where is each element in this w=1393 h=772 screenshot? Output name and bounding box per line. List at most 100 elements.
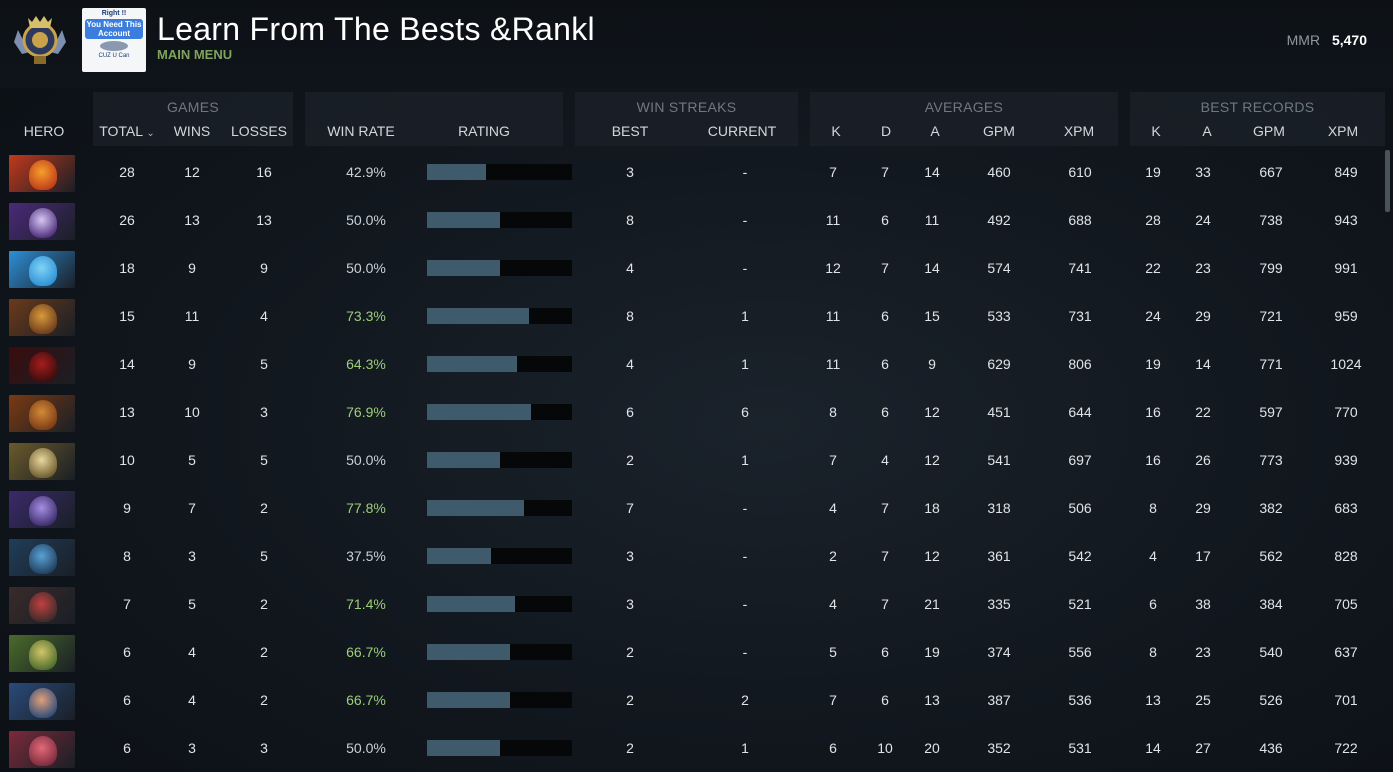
hero-face-icon [29,304,57,334]
col-wins[interactable]: WINS [173,123,211,139]
rating-bar [427,308,572,324]
hero-portrait[interactable] [9,155,75,192]
cell-total: 13 [119,404,135,420]
rating-bar-fill [427,356,517,372]
table-row[interactable]: 28 12 16 42.9% 3 - 7 7 14 460 610 19 33 667 849 [0,148,1393,196]
main-menu-link[interactable]: MAIN MENU [157,47,233,62]
col-avg-kills[interactable]: K [831,123,841,139]
group-box-best-records [1130,92,1385,146]
cell-avg-gpm: 451 [987,404,1011,420]
cell-best-assists: 23 [1195,644,1211,660]
col-losses[interactable]: LOSSES [230,123,288,139]
hero-portrait[interactable] [9,443,75,480]
hero-portrait[interactable] [9,539,75,576]
table-row[interactable]: 7 5 2 71.4% 3 - 4 7 21 335 521 6 38 384 705 [0,580,1393,628]
rank-medal-icon[interactable] [12,8,68,66]
hero-portrait[interactable] [9,299,75,336]
hero-face-icon [29,160,57,190]
cell-total: 14 [119,356,135,372]
table-row[interactable]: 6 4 2 66.7% 2 2 7 6 13 387 536 13 25 526 701 [0,676,1393,724]
scrollbar-thumb[interactable] [1385,150,1390,212]
col-best-gpm[interactable]: GPM [1253,123,1285,139]
table-row[interactable]: 18 9 9 50.0% 4 - 12 7 14 574 741 22 23 799 991 [0,244,1393,292]
table-row[interactable]: 6 4 2 66.7% 2 - 5 6 19 374 556 8 23 540 637 [0,628,1393,676]
cell-losses: 9 [260,260,268,276]
cell-avg-gpm: 352 [987,740,1011,756]
cell-losses: 16 [256,164,272,180]
cell-best-kills: 13 [1145,692,1161,708]
hero-portrait[interactable] [9,731,75,768]
cell-streak-current: - [742,260,748,276]
hero-portrait[interactable] [9,491,75,528]
col-avg-deaths[interactable]: D [880,123,892,139]
cell-total: 15 [119,308,135,324]
hero-portrait[interactable] [9,683,75,720]
cell-best-xpm: 637 [1334,644,1358,660]
cell-avg-xpm: 536 [1068,692,1092,708]
cell-best-assists: 25 [1195,692,1211,708]
hero-portrait[interactable] [9,347,75,384]
cell-avg-deaths: 6 [881,404,889,420]
hero-portrait[interactable] [9,203,75,240]
cell-best-gpm: 526 [1259,692,1283,708]
table-row[interactable]: 14 9 5 64.3% 4 1 11 6 9 629 806 19 14 771 1024 [0,340,1393,388]
hero-portrait[interactable] [9,587,75,624]
cell-avg-assists: 12 [924,452,940,468]
col-avg-gpm[interactable]: GPM [983,123,1015,139]
cell-total: 6 [123,692,131,708]
cell-best-assists: 29 [1195,500,1211,516]
table-row[interactable]: 10 5 5 50.0% 2 1 7 4 12 541 697 16 26 773 939 [0,436,1393,484]
hero-portrait[interactable] [9,635,75,672]
cell-win-rate: 64.3% [346,356,386,372]
col-best-xpm[interactable]: XPM [1327,123,1359,139]
cell-best-xpm: 943 [1334,212,1358,228]
table-row[interactable]: 6 3 3 50.0% 2 1 6 10 20 352 531 14 27 436 722 [0,724,1393,772]
table-row[interactable]: 13 10 3 76.9% 6 6 8 6 12 451 644 16 22 597 770 [0,388,1393,436]
hero-portrait[interactable] [9,395,75,432]
cell-avg-deaths: 6 [881,308,889,324]
col-avg-assists[interactable]: A [930,123,940,139]
table-row[interactable]: 15 11 4 73.3% 8 1 11 6 15 533 731 24 29 721 959 [0,292,1393,340]
cell-streak-current: - [742,644,748,660]
cell-avg-xpm: 610 [1068,164,1092,180]
col-best-assists[interactable]: A [1202,123,1212,139]
cell-streak-current: 2 [741,692,749,708]
hero-face-icon [29,592,57,622]
cell-best-xpm: 959 [1334,308,1358,324]
rating-bar-fill [427,692,510,708]
cell-streak-current: 1 [741,452,749,468]
cell-win-rate: 73.3% [346,308,386,324]
rating-bar-fill [427,452,500,468]
cell-best-kills: 16 [1145,404,1161,420]
col-rating[interactable]: RATING [458,123,510,139]
col-avg-xpm[interactable]: XPM [1063,123,1095,139]
cell-avg-xpm: 531 [1068,740,1092,756]
cell-streak-current: - [742,164,748,180]
cell-avg-xpm: 741 [1068,260,1092,276]
cell-total: 6 [123,740,131,756]
table-row[interactable]: 26 13 13 50.0% 8 - 11 6 11 492 688 28 24 738 943 [0,196,1393,244]
col-hero[interactable]: HERO [23,123,65,139]
cell-avg-xpm: 731 [1068,308,1092,324]
cell-best-gpm: 771 [1259,356,1283,372]
cell-losses: 3 [260,404,268,420]
table-row[interactable]: 9 7 2 77.8% 7 - 4 7 18 318 506 8 29 382 683 [0,484,1393,532]
cell-total: 28 [119,164,135,180]
advert-banner[interactable]: Right !! You Need This Account CUZ U Can [82,8,146,72]
rating-bar-fill [427,596,515,612]
col-win-rate[interactable]: WIN RATE [327,123,395,139]
rating-bar [427,740,572,756]
col-total[interactable]: TOTAL ⌄ [92,123,162,139]
col-streak-current[interactable]: CURRENT [707,123,777,139]
cell-best-kills: 24 [1145,308,1161,324]
col-streak-best[interactable]: BEST [611,123,649,139]
rating-bar-fill [427,644,510,660]
table-row[interactable]: 8 3 5 37.5% 3 - 2 7 12 361 542 4 17 562 828 [0,532,1393,580]
cell-best-assists: 14 [1195,356,1211,372]
cell-avg-kills: 12 [825,260,841,276]
group-win-streaks-label: WIN STREAKS [636,99,737,115]
col-best-kills[interactable]: K [1151,123,1161,139]
hero-portrait[interactable] [9,251,75,288]
cell-best-gpm: 721 [1259,308,1283,324]
